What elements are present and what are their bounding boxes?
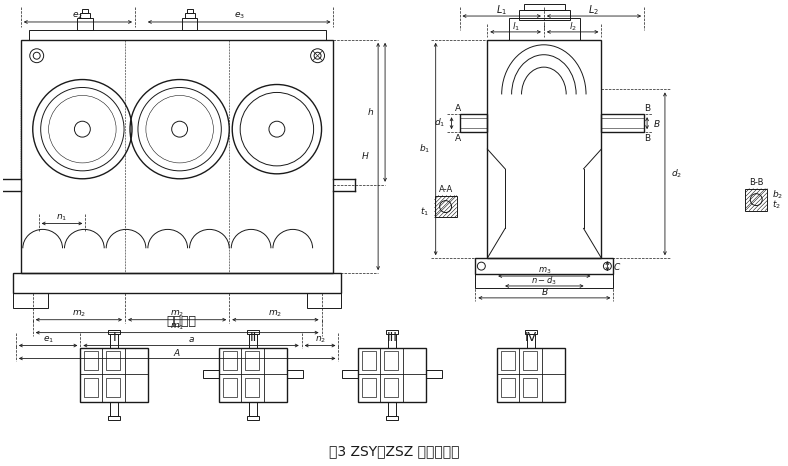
Bar bbox=[84, 351, 98, 370]
Bar bbox=[359, 348, 426, 402]
Text: B: B bbox=[644, 134, 650, 143]
Bar bbox=[501, 378, 515, 397]
Text: $L_2$: $L_2$ bbox=[589, 3, 600, 17]
Bar bbox=[106, 378, 120, 397]
Text: B: B bbox=[644, 104, 650, 113]
Bar bbox=[203, 370, 219, 378]
Text: A: A bbox=[455, 104, 460, 113]
Bar bbox=[501, 351, 515, 370]
Bar bbox=[601, 114, 644, 132]
Bar bbox=[519, 10, 570, 20]
Text: $d_2$: $d_2$ bbox=[671, 168, 682, 180]
Bar bbox=[307, 293, 341, 308]
Bar bbox=[110, 334, 118, 348]
Text: $B$: $B$ bbox=[541, 287, 548, 297]
Bar bbox=[426, 370, 441, 378]
Bar bbox=[386, 416, 398, 420]
Text: $d_1$: $d_1$ bbox=[434, 117, 445, 130]
Bar bbox=[343, 370, 359, 378]
Bar bbox=[108, 329, 120, 334]
Bar bbox=[384, 378, 398, 397]
Text: 装配型式: 装配型式 bbox=[166, 315, 197, 328]
Text: $n_2$: $n_2$ bbox=[314, 334, 325, 345]
Bar bbox=[181, 18, 198, 30]
Bar bbox=[106, 351, 120, 370]
Bar bbox=[388, 334, 396, 348]
Text: III: III bbox=[387, 331, 397, 344]
Bar bbox=[487, 40, 601, 258]
Bar bbox=[287, 370, 303, 378]
Bar bbox=[219, 348, 287, 402]
Bar bbox=[745, 189, 768, 211]
Bar bbox=[84, 378, 98, 397]
Bar bbox=[362, 378, 376, 397]
Text: $m_3$: $m_3$ bbox=[537, 266, 551, 276]
Bar bbox=[223, 351, 237, 370]
Text: 图3 ZSY、ZSZ 减速器外形: 图3 ZSY、ZSZ 减速器外形 bbox=[329, 444, 459, 458]
Bar bbox=[184, 13, 195, 18]
Text: B-B: B-B bbox=[749, 178, 764, 187]
Bar bbox=[29, 30, 325, 40]
Bar bbox=[110, 402, 118, 416]
Bar bbox=[509, 18, 580, 40]
Text: $m_2$: $m_2$ bbox=[72, 308, 86, 319]
Text: $m_2$: $m_2$ bbox=[269, 308, 282, 319]
Bar bbox=[475, 258, 613, 274]
Bar bbox=[108, 416, 120, 420]
Bar bbox=[83, 9, 88, 13]
Text: $e_3$: $e_3$ bbox=[234, 11, 245, 21]
Bar bbox=[388, 402, 396, 416]
Bar bbox=[497, 348, 565, 402]
Bar bbox=[247, 329, 259, 334]
Text: $b_1$: $b_1$ bbox=[418, 143, 429, 155]
Bar bbox=[20, 40, 333, 273]
Text: $n_1$: $n_1$ bbox=[57, 212, 68, 223]
Text: I: I bbox=[113, 331, 116, 344]
Text: $m_1$: $m_1$ bbox=[170, 322, 184, 332]
Text: $C$: $C$ bbox=[613, 260, 622, 272]
Bar bbox=[80, 13, 91, 18]
Bar bbox=[475, 274, 613, 288]
Bar bbox=[247, 416, 259, 420]
Bar bbox=[13, 273, 341, 293]
Bar bbox=[13, 293, 47, 308]
Text: II: II bbox=[250, 331, 257, 344]
Text: H: H bbox=[362, 152, 369, 161]
Text: $m_2$: $m_2$ bbox=[170, 308, 184, 319]
Text: $e_1$: $e_1$ bbox=[43, 334, 54, 345]
Bar bbox=[80, 348, 148, 402]
Text: $L_1$: $L_1$ bbox=[496, 3, 507, 17]
Bar bbox=[525, 329, 537, 334]
Text: A: A bbox=[455, 134, 460, 143]
Bar bbox=[384, 351, 398, 370]
Bar bbox=[362, 351, 376, 370]
Bar bbox=[249, 334, 257, 348]
Text: $l_2$: $l_2$ bbox=[569, 21, 577, 33]
Bar bbox=[435, 196, 456, 218]
Bar bbox=[386, 329, 398, 334]
Text: $l_1$: $l_1$ bbox=[511, 21, 519, 33]
Bar bbox=[77, 18, 93, 30]
Bar bbox=[523, 351, 537, 370]
Text: $n-d_3$: $n-d_3$ bbox=[531, 275, 557, 287]
Text: $A$: $A$ bbox=[173, 347, 181, 358]
Bar bbox=[245, 351, 259, 370]
Bar bbox=[187, 9, 192, 13]
Bar bbox=[527, 334, 535, 348]
Bar bbox=[524, 4, 565, 10]
Text: h: h bbox=[367, 108, 373, 117]
Text: $B$: $B$ bbox=[653, 118, 660, 129]
Bar bbox=[223, 378, 237, 397]
Bar bbox=[459, 114, 487, 132]
Text: $b_2$: $b_2$ bbox=[772, 188, 783, 201]
Text: $t_2$: $t_2$ bbox=[772, 199, 781, 211]
Text: $e_2$: $e_2$ bbox=[72, 11, 84, 21]
Bar bbox=[523, 378, 537, 397]
Bar bbox=[245, 378, 259, 397]
Bar bbox=[249, 402, 257, 416]
Text: IV: IV bbox=[525, 331, 537, 344]
Text: $t_1$: $t_1$ bbox=[420, 206, 429, 218]
Text: A-A: A-A bbox=[438, 185, 453, 194]
Text: $a$: $a$ bbox=[188, 335, 195, 344]
